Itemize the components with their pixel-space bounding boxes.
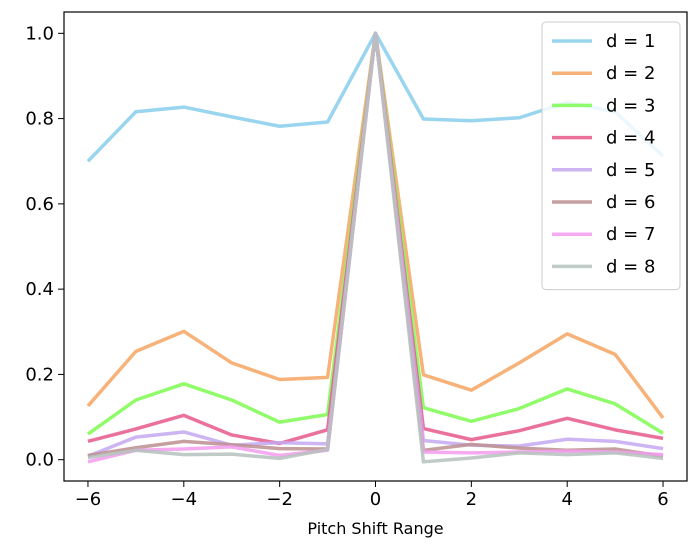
x-axis-ticks: −6 −4 −2 0 2 4 6 [75,481,669,510]
legend-label-d8: d = 8 [606,256,655,277]
y-tick-label: 0.6 [25,194,54,215]
legend-label-d7: d = 7 [606,224,655,245]
y-tick-label: 0.2 [25,364,54,385]
legend-label-d2: d = 2 [606,63,655,84]
x-tick-label: 2 [466,489,477,510]
series-line-d8 [87,31,664,464]
x-tick-label: 4 [561,489,572,510]
x-tick-label: −2 [266,489,293,510]
y-tick-label: 0.0 [25,450,54,471]
y-tick-label: 0.8 [25,109,54,130]
legend-box [541,21,681,291]
legend-label-d5: d = 5 [606,160,655,181]
x-tick-label: 6 [657,489,668,510]
legend: d = 1 d = 2 d = 3 d = 4 d = 5 d = 6 d = 7 d = 8 [541,21,681,291]
series-layer [86,31,665,464]
legend-label-d1: d = 1 [606,31,655,52]
y-axis-ticks: 0.0 0.2 0.4 0.6 0.8 1.0 [25,23,64,471]
x-axis-title: Pitch Shift Range [307,519,443,538]
legend-label-d3: d = 3 [606,95,655,116]
y-tick-label: 1.0 [25,23,54,44]
legend-label-d4: d = 4 [606,128,655,149]
x-tick-label: −4 [171,489,198,510]
legend-label-d6: d = 6 [606,192,655,213]
y-tick-label: 0.4 [25,279,54,300]
x-tick-label: 0 [370,489,381,510]
x-tick-label: −6 [75,489,102,510]
